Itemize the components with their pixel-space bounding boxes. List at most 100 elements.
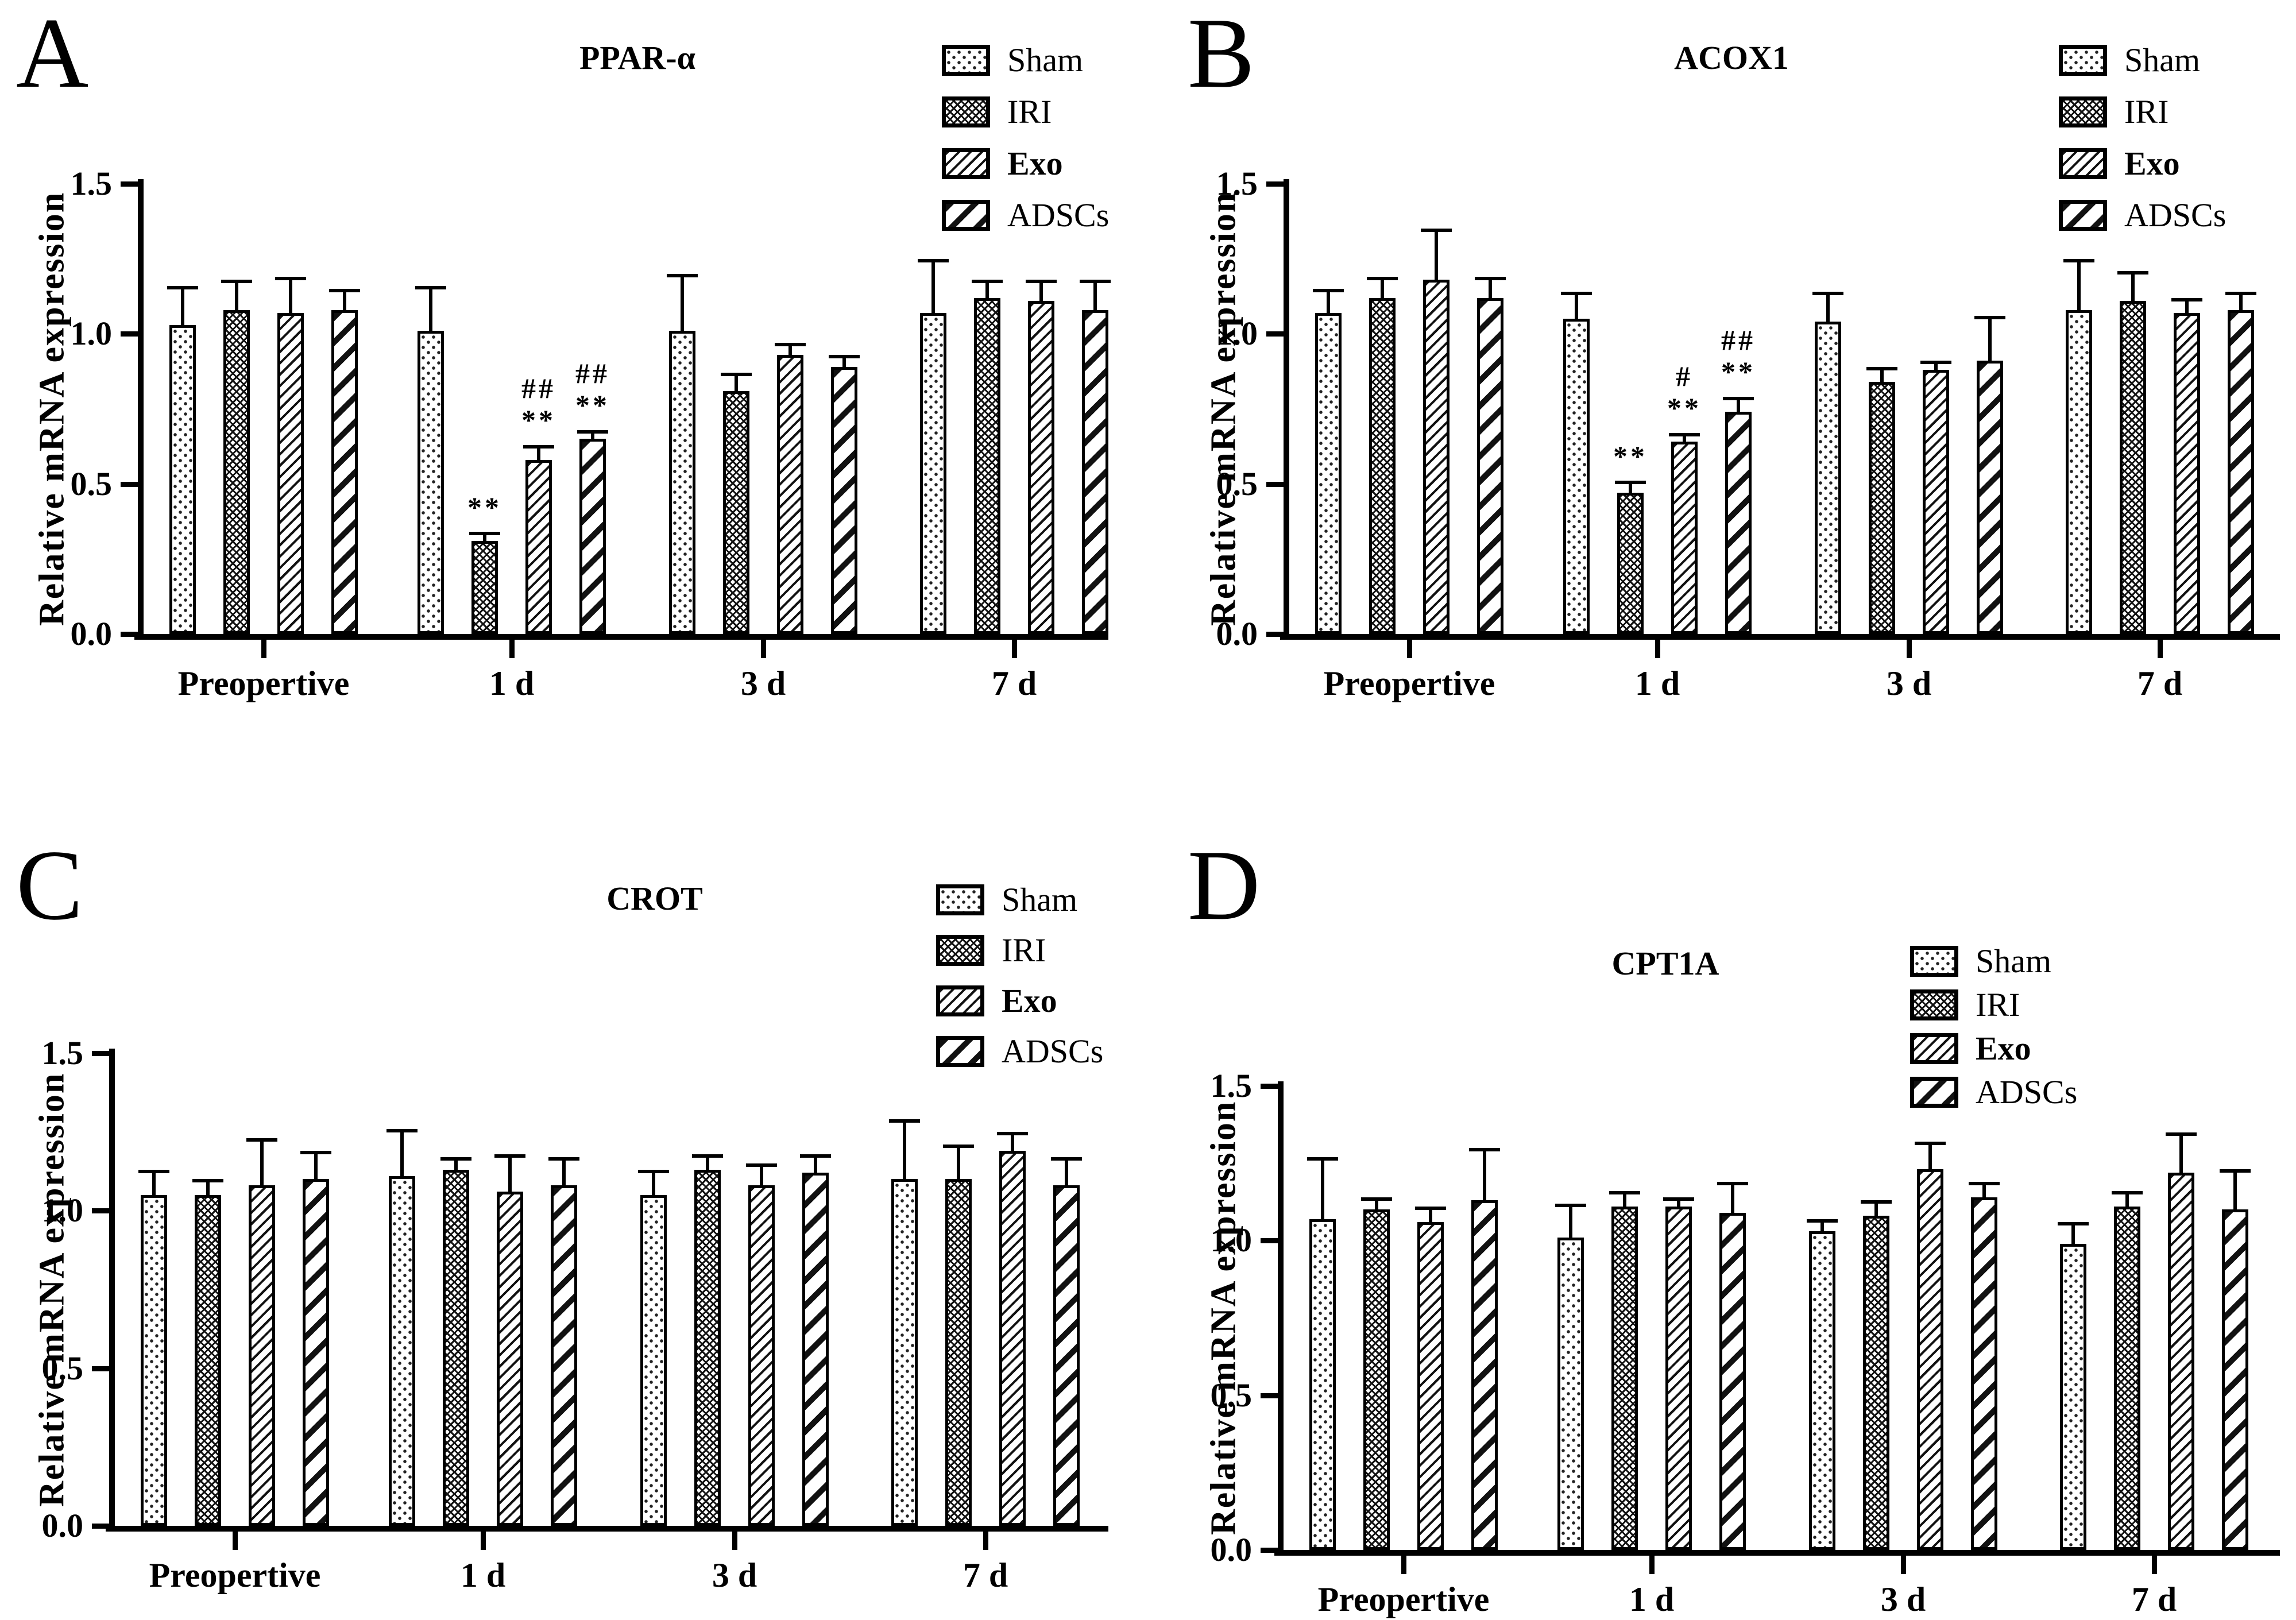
error-bar-stem (1375, 1197, 1378, 1210)
error-bar-cap (1663, 1197, 1694, 1201)
x-tick (1907, 640, 1912, 658)
chart-title: CPT1A (1611, 944, 1719, 982)
x-category-label: 7 d (963, 1556, 1008, 1594)
bar-iri-7d (2120, 300, 2146, 634)
legend-item-exo: Exo (2059, 147, 2180, 180)
bar-sham-1d (418, 331, 444, 634)
bar-exo-3d (748, 1185, 775, 1526)
bar-sham-Preopertive (1309, 1219, 1336, 1550)
error-bar-stem (537, 444, 540, 460)
bar-iri-3d (1863, 1216, 1889, 1550)
bar-iri-3d (1869, 381, 1895, 634)
legend-item-iri: IRI (1910, 988, 2020, 1022)
y-tick (1266, 481, 1284, 487)
error-bar-cap (386, 1128, 418, 1132)
error-bar-stem (1039, 280, 1043, 301)
dotted-swatch-icon (2059, 45, 2107, 76)
error-bar-stem (181, 285, 184, 325)
y-tick (121, 481, 138, 487)
x-tick (1407, 640, 1412, 658)
error-bar-cap (246, 1138, 277, 1142)
panel-b: B ACOX1 Sham IRI Exo ADSCs Relative mRNA expre… (1172, 0, 2296, 803)
error-bar-cap (1313, 288, 1344, 292)
bar-adscs-7d (2228, 310, 2254, 634)
error-bar-cap (2171, 297, 2202, 301)
x-tick (261, 640, 266, 658)
error-bar-cap (800, 1154, 831, 1158)
x-tick (233, 1532, 238, 1550)
bar-exo-7d (2174, 312, 2200, 634)
x-category-label: 1 d (460, 1556, 506, 1594)
error-bar-stem (1880, 366, 1884, 382)
x-category-label: Preopertive (1323, 664, 1495, 702)
error-bar-cap (440, 1157, 471, 1161)
error-bar-stem (1928, 1141, 1932, 1170)
bar-adscs-Preopertive (1471, 1200, 1498, 1550)
error-bar-cap (1920, 361, 1951, 365)
error-bar-stem (760, 1163, 763, 1186)
x-category-label: 7 d (2137, 664, 2183, 702)
x-category-label: 3 d (1886, 664, 1932, 702)
legend-label: ADSCs (2124, 196, 2227, 234)
error-bar-cap (997, 1132, 1028, 1136)
significance-annotation: ** (467, 491, 502, 524)
error-bar-stem (1569, 1203, 1572, 1238)
error-bar-cap (577, 430, 608, 434)
error-bar-stem (1623, 1191, 1626, 1207)
y-tick-label: 1.5 (1216, 165, 1258, 202)
bar-iri-3d (694, 1170, 721, 1526)
dotted-swatch-icon (1910, 946, 1958, 977)
bar-sham-3d (1809, 1231, 1835, 1550)
bar-adscs-3d (831, 366, 857, 634)
thin-diagonal-swatch-icon (936, 985, 984, 1016)
error-bar-stem (508, 1154, 512, 1192)
error-bar-cap (943, 1145, 974, 1149)
error-bar-stem (2131, 270, 2135, 301)
y-tick-label: 0.5 (41, 1349, 84, 1387)
panel-letter: C (16, 829, 83, 941)
bar-sham-7d (2066, 310, 2092, 634)
bar-sham-Preopertive (1315, 312, 1342, 634)
error-bar-stem (2125, 1191, 2129, 1207)
legend-item-sham: Sham (936, 883, 1077, 917)
y-tick-label: 0.0 (70, 615, 113, 652)
bold-diagonal-swatch-icon (936, 1036, 984, 1067)
y-tick-label: 1.5 (70, 165, 113, 202)
y-tick (1261, 1548, 1278, 1553)
panel-letter: B (1188, 0, 1255, 109)
error-bar-cap (1361, 1197, 1392, 1201)
error-bar-cap (1609, 1191, 1640, 1195)
x-category-label: Preopertive (149, 1556, 321, 1594)
legend-item-iri: IRI (942, 95, 1052, 129)
error-bar-cap (1669, 432, 1700, 436)
thin-diagonal-swatch-icon (942, 148, 990, 179)
error-bar-cap (221, 280, 252, 284)
error-bar-stem (260, 1138, 264, 1186)
error-bar-stem (1731, 1181, 1734, 1213)
dotted-swatch-icon (942, 45, 990, 76)
error-bar-cap (1866, 366, 1897, 370)
bar-iri-1d (1611, 1207, 1638, 1550)
legend-item-adscs: ADSCs (1910, 1076, 2077, 1109)
legend-label: Exo (1002, 982, 1057, 1019)
x-tick (761, 640, 766, 658)
y-axis-line (109, 1049, 115, 1532)
bar-sham-7d (920, 312, 946, 634)
legend-label: Sham (1976, 942, 2052, 980)
y-tick-label: 0.0 (41, 1507, 84, 1544)
error-bar-stem (1629, 481, 1632, 493)
bar-iri-3d (723, 390, 749, 634)
error-bar-stem (2179, 1132, 2183, 1173)
y-tick (92, 1208, 109, 1214)
error-bar-stem (1874, 1200, 1878, 1216)
y-tick-label: 1.5 (41, 1034, 84, 1072)
y-tick (1266, 632, 1284, 637)
bar-sham-Preopertive (169, 324, 196, 634)
y-tick (1266, 181, 1284, 187)
bar-sham-1d (1563, 319, 1590, 634)
error-bar-stem (152, 1170, 156, 1195)
x-tick (1655, 640, 1660, 658)
bar-adscs-7d (1082, 310, 1108, 634)
bar-iri-Preopertive (223, 310, 250, 634)
error-bar-stem (903, 1119, 906, 1180)
